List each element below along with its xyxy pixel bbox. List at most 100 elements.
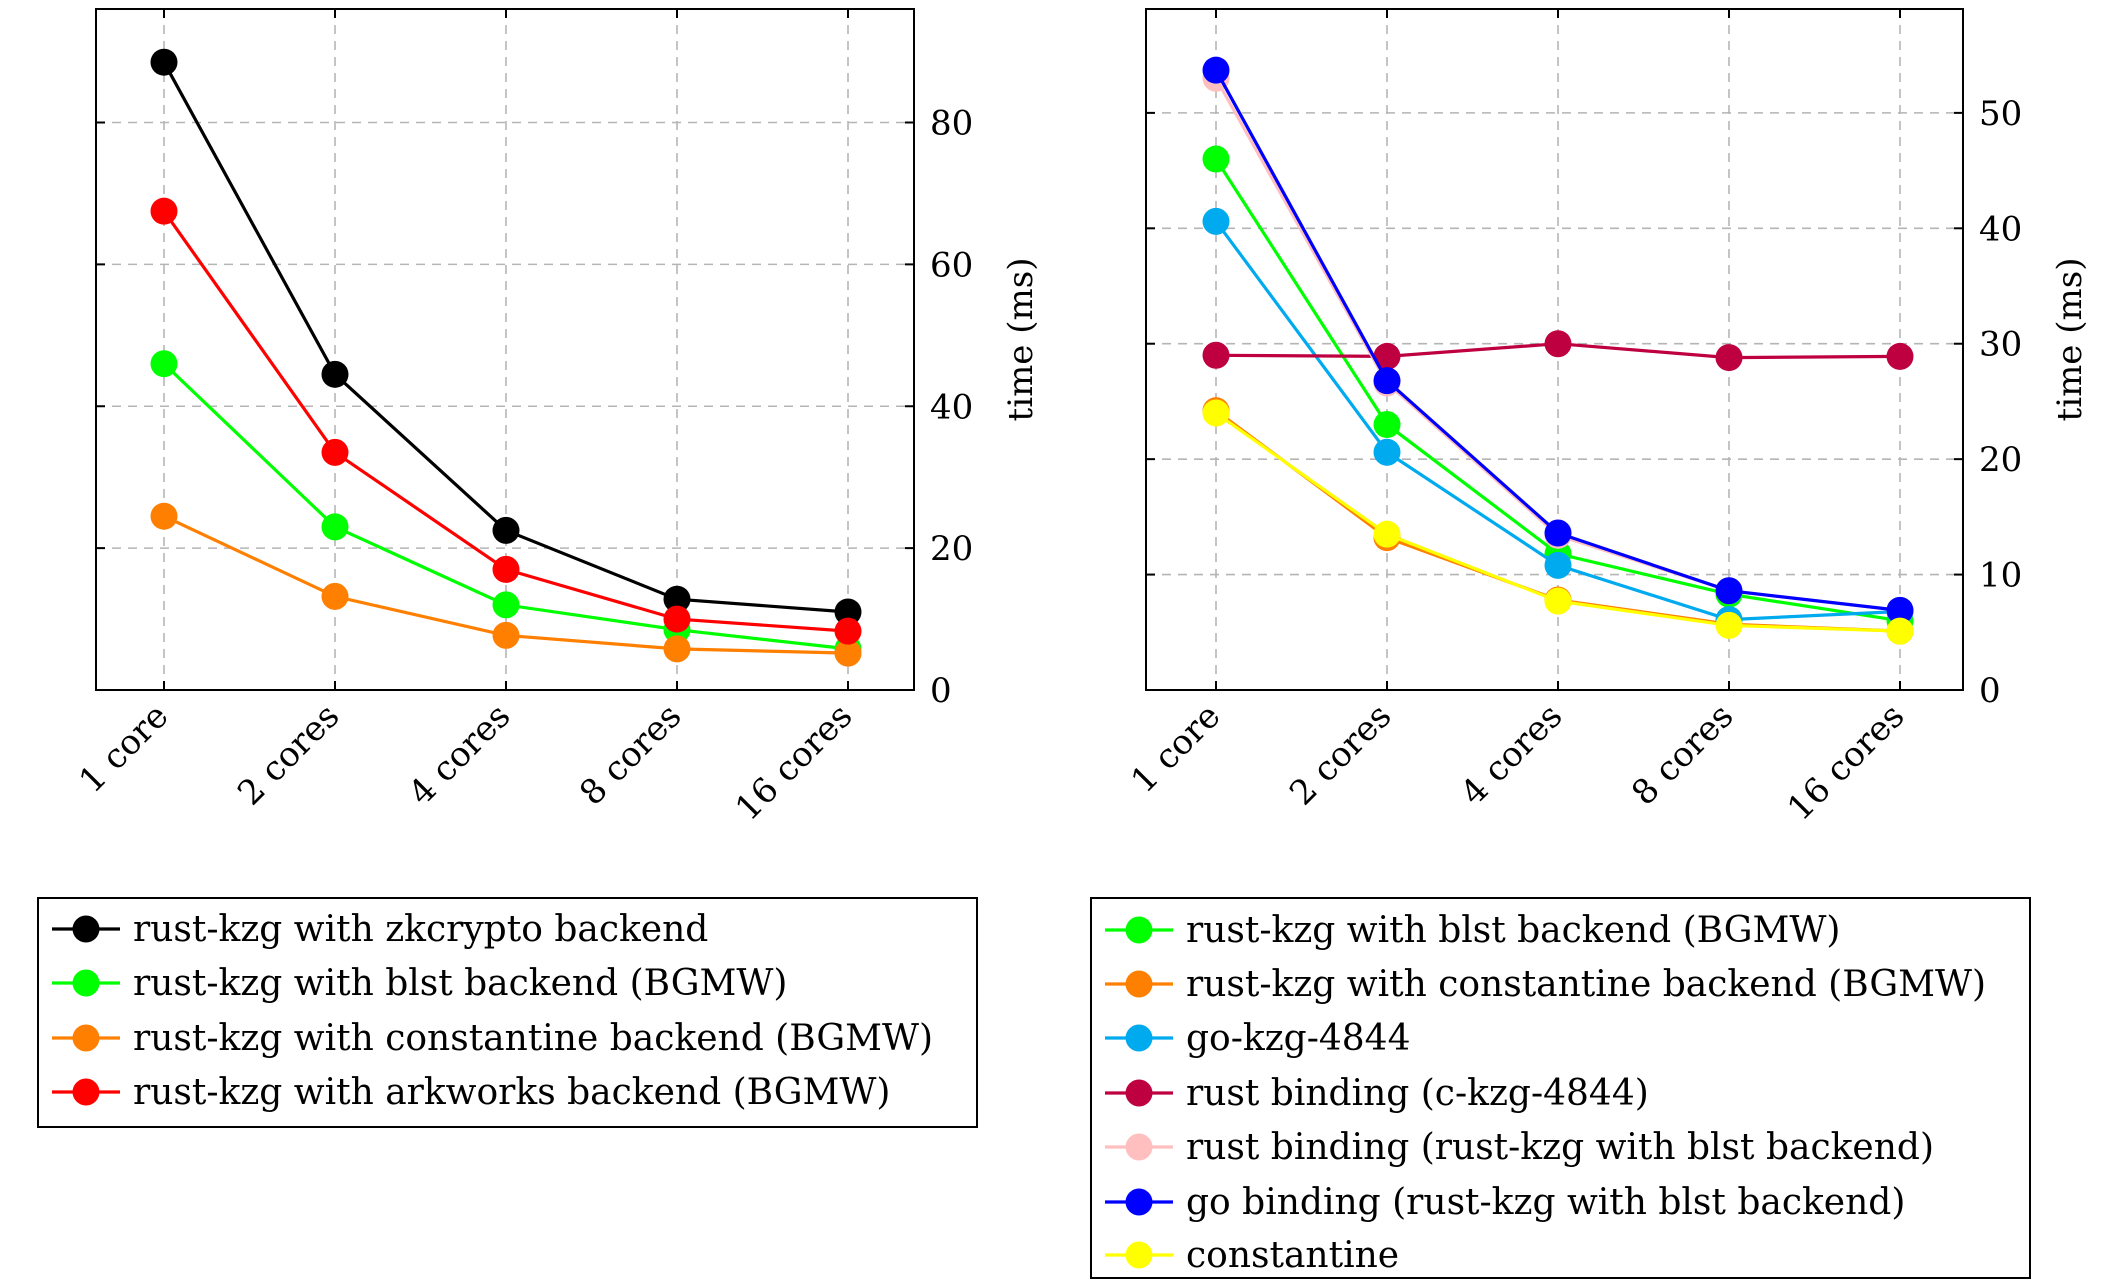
data-point	[1373, 411, 1401, 439]
legend-frame	[1090, 897, 2031, 1279]
plot-frame	[95, 8, 915, 691]
legend-swatch-marker	[1125, 916, 1153, 944]
legend-label: go binding (rust-kzg with blst backend)	[1186, 1182, 1905, 1223]
legend-swatch-marker	[72, 969, 100, 997]
data-point	[1202, 145, 1230, 173]
legend-frame	[37, 897, 978, 1128]
x-tick-label: 1 core	[1123, 696, 1228, 801]
legend-label: rust-kzg with arkworks backend (BGMW)	[133, 1072, 890, 1113]
y-tick-label: 40	[1979, 209, 2022, 249]
data-point	[150, 350, 178, 378]
legend-entry: rust-kzg with zkcrypto backend	[52, 909, 708, 950]
legend-label: rust-kzg with blst backend (BGMW)	[133, 963, 787, 1004]
legend-label: rust binding (rust-kzg with blst backend…	[1186, 1127, 1934, 1168]
y-tick-label: 10	[1979, 556, 2022, 596]
legend-label: constantine	[1186, 1235, 1399, 1276]
series-1	[150, 48, 862, 626]
legend-label: go-kzg-4844	[1186, 1018, 1411, 1059]
data-point	[321, 360, 349, 388]
legend-swatch-marker	[1125, 1024, 1153, 1052]
x-tick-label: 8 cores	[1624, 696, 1741, 813]
data-point	[492, 621, 520, 649]
data-point	[1886, 342, 1914, 370]
data-point	[1544, 551, 1572, 579]
y-tick-label: 0	[930, 671, 952, 711]
x-tick-label: 16 cores	[1780, 696, 1913, 829]
legend-swatch-marker	[72, 1078, 100, 1106]
y-tick-label: 20	[930, 529, 973, 569]
legend-label: rust-kzg with blst backend (BGMW)	[1186, 910, 1840, 951]
data-point	[321, 513, 349, 541]
y-axis-title: time (ms)	[2050, 258, 2090, 422]
y-tick-label: 60	[930, 245, 973, 285]
series-4	[150, 197, 862, 645]
y-tick-label: 80	[930, 104, 973, 144]
data-point	[834, 639, 862, 667]
data-point	[1202, 207, 1230, 235]
series-3	[150, 502, 862, 667]
data-point	[834, 617, 862, 645]
legend-swatch-marker	[1125, 1133, 1153, 1161]
legend-swatch-marker	[72, 1024, 100, 1052]
plot-frame	[1145, 8, 1964, 691]
legend-swatch-marker	[1125, 1079, 1153, 1107]
y-tick-label: 20	[1979, 440, 2022, 480]
data-point	[1886, 617, 1914, 645]
data-point	[492, 516, 520, 544]
data-point	[150, 197, 178, 225]
data-point	[321, 582, 349, 610]
data-point	[1544, 587, 1572, 615]
data-point	[1373, 342, 1401, 370]
legend-entry: rust-kzg with constantine backend (BGMW)	[52, 1018, 933, 1059]
legend-label: rust-kzg with zkcrypto backend	[133, 909, 708, 950]
data-point	[1715, 577, 1743, 605]
data-point	[1202, 56, 1230, 84]
legend-label: rust-kzg with constantine backend (BGMW)	[133, 1018, 933, 1059]
legend-swatch-marker	[1125, 1241, 1153, 1269]
legend-entry: rust-kzg with constantine backend (BGMW)	[1105, 964, 1986, 1005]
legend-entry: constantine	[1105, 1235, 1399, 1276]
y-axis-title: time (ms)	[1001, 258, 1041, 422]
legend-1: rust-kzg with zkcrypto backend rust-kzg w…	[37, 897, 978, 1128]
data-point	[492, 555, 520, 583]
data-point	[1373, 367, 1401, 395]
y-tick-label: 50	[1979, 94, 2022, 134]
legend-label: rust binding (c-kzg-4844)	[1186, 1073, 1649, 1114]
legend-entry: rust binding (rust-kzg with blst backend…	[1105, 1127, 1934, 1168]
legend-swatch-marker	[1125, 1188, 1153, 1216]
y-tick-label: 0	[1979, 671, 2001, 711]
data-point	[663, 605, 691, 633]
legend-2: rust-kzg with blst backend (BGMW) rust-kz…	[1090, 897, 2031, 1279]
data-point	[1202, 341, 1230, 369]
legend-label: rust-kzg with constantine backend (BGMW)	[1186, 964, 1986, 1005]
y-tick-label: 30	[1979, 325, 2022, 365]
data-point	[663, 635, 691, 663]
x-tick-label: 4 cores	[401, 696, 518, 813]
series-6	[1202, 56, 1914, 624]
x-tick-label: 4 cores	[1453, 696, 1570, 813]
y-tick-label: 40	[930, 387, 973, 427]
legend-entry: go binding (rust-kzg with blst backend)	[1105, 1182, 1905, 1223]
data-point	[321, 438, 349, 466]
x-tick-label: 2 cores	[1282, 696, 1399, 813]
chart-2: 0 10 20 30 40 50 1 core 2 cores 4 cores 8 cores 16…	[1123, 8, 2090, 829]
chart-1: 0 20 40 60 80 1 core 2 cores 4 cores 8 cores 16 c…	[71, 8, 1041, 829]
data-point	[1544, 519, 1572, 547]
data-point	[1715, 611, 1743, 639]
data-point	[1373, 438, 1401, 466]
data-point	[663, 585, 691, 613]
series-4	[1202, 330, 1914, 372]
x-tick-label: 1 core	[71, 696, 176, 801]
data-point	[1202, 399, 1230, 427]
data-point	[150, 48, 178, 76]
data-point	[1715, 344, 1743, 372]
x-tick-label: 8 cores	[572, 696, 689, 813]
legend-swatch-marker	[72, 915, 100, 943]
series-7	[1202, 399, 1914, 645]
legend-entry: go-kzg-4844	[1105, 1018, 1411, 1059]
legend-entry: rust binding (c-kzg-4844)	[1105, 1073, 1649, 1114]
data-point	[834, 598, 862, 626]
data-point	[492, 591, 520, 619]
